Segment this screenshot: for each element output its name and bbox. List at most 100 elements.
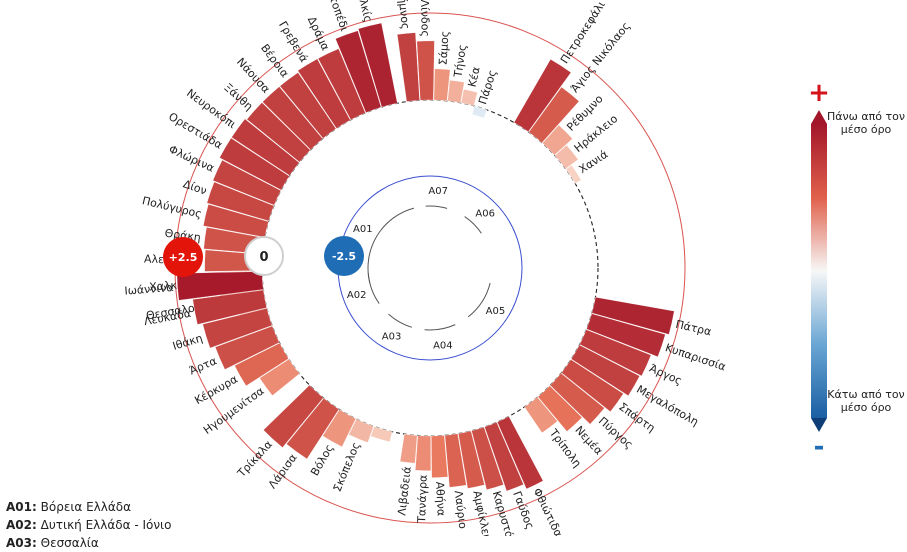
region-arc-a07: [425, 205, 448, 209]
bar-label: Κέα: [466, 65, 483, 88]
region-item-a02: A02: Δυτική Ελλάδα - Ιόνιο: [6, 518, 172, 532]
bar-label: Πολύγυρος: [141, 194, 203, 221]
bar-label: Λαύριο: [452, 490, 470, 530]
color-legend-bar: [811, 110, 827, 432]
region-codes-list: A01: Βόρεια Ελλάδα A02: Δυτική Ελλάδα - …: [6, 498, 171, 552]
badge-high-circle: [163, 237, 203, 277]
region-code-label: A03: [382, 331, 402, 342]
bar-a06-1: [528, 86, 580, 144]
region-name: Δυτική Ελλάδα - Ιόνιο: [40, 518, 172, 532]
region-arcs-group: A01 A07 A06 A05 A04 A03 A02: [347, 186, 505, 352]
bar-a01-9: [212, 159, 282, 206]
bar-label: Τανάγρα: [415, 474, 430, 524]
bar-label: Φλώρινα: [167, 143, 216, 175]
legend-area: + Πάνω από τον μέσο όρο Κάτω από τον μέσ…: [796, 78, 906, 462]
region-arc-a02: [367, 273, 380, 304]
legend-arrow-bottom: [811, 418, 827, 432]
inner-scale-ring: [337, 175, 523, 361]
badge-low: -2.5: [324, 236, 364, 276]
bar-a01-0: [357, 22, 398, 108]
bar-a01-8: [219, 137, 290, 191]
region-code: A02: [6, 518, 32, 532]
bar-a05-3: [570, 344, 640, 397]
bar-a07-1: [416, 40, 435, 101]
bar-a07-0: [396, 32, 420, 102]
bar-label: Ιθάκη: [171, 331, 204, 352]
region-code: A01: [6, 500, 32, 514]
region-code: A03: [6, 536, 32, 550]
bar-label: Δράμα: [305, 15, 332, 53]
badge-mid: 0: [244, 236, 284, 276]
bar-a04-5: [431, 435, 449, 478]
badge-mid-label: 0: [259, 250, 268, 265]
legend-plus-sign: +: [808, 78, 830, 108]
bar-label: Φθιώτιδα: [530, 486, 565, 536]
bar-a07-2: [433, 68, 451, 102]
bar-a05-1: [586, 313, 666, 358]
region-arc-a05: [467, 282, 491, 318]
region-item-a01: A01: Βόρεια Ελλάδα: [6, 500, 132, 514]
bar-a03-4: [370, 426, 393, 443]
bar-a02-5: [259, 358, 300, 396]
legend-minus-sign: -: [813, 432, 825, 462]
bar-label: Τρίκαλα: [234, 438, 275, 481]
bar-a02-4: [234, 342, 289, 387]
bars-group: ΚιλκίςΒατοπέδιΔράμαΓρεβενάΒέροιαΝάουσαΞά…: [124, 0, 727, 536]
region-item-a03: A03: Θεσσαλία: [6, 536, 99, 550]
bar-a05-6: [537, 385, 583, 432]
bar-a04-7: [399, 433, 418, 464]
bar-label: Σάμος: [437, 30, 452, 65]
bar-label: Αθήνα: [433, 481, 448, 516]
region-code-label: A05: [486, 306, 506, 317]
legend-top-label: Πάνω από τον μέσο όρο: [827, 110, 905, 136]
bar-a01-1: [335, 30, 382, 113]
bar-label: Κιλκίς: [354, 0, 375, 23]
legend-arrow-top: [811, 110, 827, 124]
bar-a03-0: [263, 384, 324, 448]
bar-label: Λίνδος: [418, 0, 432, 37]
bar-label: Βέροια: [258, 42, 291, 80]
bar-a05-7: [524, 396, 558, 434]
bar-label: Λιβαδειά: [395, 466, 414, 516]
bar-a01-11: [203, 204, 269, 238]
bar-label: Λάρισα: [266, 451, 300, 491]
bar-a06-0: [513, 58, 572, 133]
bar-a05-4: [561, 359, 624, 413]
region-code-label: A02: [347, 290, 367, 301]
badge-low-label: -2.5: [332, 250, 356, 263]
region-arc-a06: [464, 216, 482, 234]
bar-a01-7: [231, 118, 300, 176]
bar-a03-3: [348, 418, 374, 443]
bar-a06-4: [565, 164, 582, 184]
radial-bar-chart: ΚιλκίςΒατοπέδιΔράμαΓρεβενάΒέροιαΝάουσαΞά…: [124, 0, 827, 536]
badge-high: +2.5: [163, 237, 203, 277]
region-arc-a01: [367, 207, 415, 284]
bar-label: Βατοπέδι: [322, 0, 352, 33]
bar-label: Άρτα: [187, 354, 218, 377]
bar-a04-4: [444, 433, 467, 488]
region-code-label: A01: [353, 224, 373, 235]
region-code-label: A06: [475, 208, 495, 219]
region-code-label: A04: [433, 340, 453, 351]
bar-a06-3: [554, 144, 579, 170]
bar-a06-2: [542, 124, 573, 156]
badge-low-circle: [324, 236, 364, 276]
bar-label: Λήμνος: [395, 0, 412, 30]
bar-a04-6: [415, 435, 432, 471]
bar-a01-6: [246, 102, 311, 163]
zero-scale-ring: [261, 99, 599, 437]
badge-mid-circle: [244, 236, 284, 276]
bar-label: Ξάνθη: [221, 81, 255, 113]
bar-label: Κυπαρισσία: [664, 341, 728, 373]
region-name: Βόρεια Ελλάδα: [40, 500, 132, 514]
legend-bottom-label: Κάτω από τον μέσο όρο: [827, 388, 905, 414]
scale-badges: +2.5 0 -2.5: [163, 236, 364, 277]
region-arc-a04: [424, 324, 456, 331]
bar-label: Τήνος: [451, 44, 469, 80]
badge-high-label: +2.5: [169, 251, 198, 264]
bar-a07-3: [447, 79, 465, 104]
bar-a04-2: [471, 426, 504, 491]
bar-a02-3: [214, 325, 280, 370]
bar-label: Πάτρα: [674, 318, 712, 339]
bar-label: Ιωάννινα: [124, 281, 174, 298]
